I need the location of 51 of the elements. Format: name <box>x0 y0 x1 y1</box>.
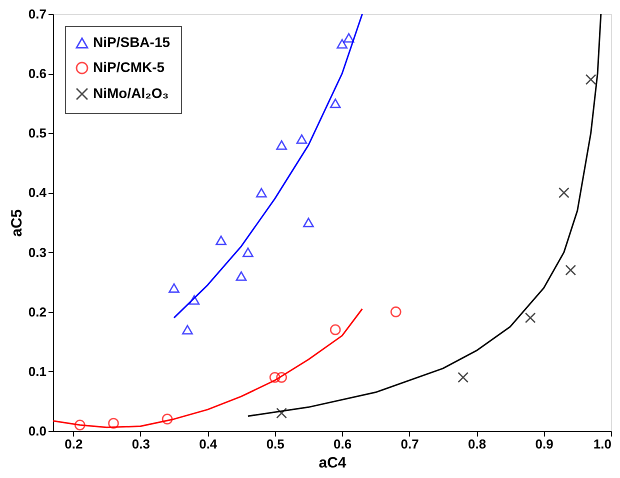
y-tick-label: 0.5 <box>28 126 46 141</box>
point <box>390 306 402 318</box>
y-tick-label: 0.0 <box>28 424 46 438</box>
point <box>330 98 341 108</box>
point <box>524 312 536 324</box>
x-tick-label: 0.9 <box>535 436 554 452</box>
x-tick-label: 0.8 <box>468 436 486 452</box>
point <box>162 414 173 425</box>
point <box>216 236 227 246</box>
x-tick-label: 1.0 <box>593 436 612 452</box>
y-tick-label: 0.1 <box>28 364 46 379</box>
point <box>236 271 247 281</box>
y-axis-title: aC5 <box>8 209 26 237</box>
point <box>343 33 354 43</box>
x-axis-title: aC4 <box>318 454 347 472</box>
point <box>585 74 596 85</box>
line-series <box>173 14 364 319</box>
x-tick-label: 0.7 <box>400 436 419 452</box>
point <box>296 134 308 144</box>
point <box>565 264 576 276</box>
point <box>330 324 341 336</box>
point <box>558 187 570 198</box>
point <box>256 188 267 198</box>
point <box>276 372 288 383</box>
y-tick-label: 0.6 <box>28 66 46 82</box>
x-tick-label: 0.3 <box>132 436 150 452</box>
y-tick-label: 0.2 <box>28 304 46 320</box>
point <box>188 295 200 305</box>
y-tick-label: 0.3 <box>28 244 46 260</box>
point <box>458 372 469 383</box>
legend-label: NiMo/Al₂O₃ <box>93 85 169 101</box>
point <box>242 247 254 258</box>
y-tick-label: 0.7 <box>28 6 46 22</box>
line-series <box>53 308 364 428</box>
point <box>74 420 86 430</box>
x-tick-label: 0.4 <box>199 436 218 452</box>
point <box>168 283 180 293</box>
legend-label: NiP/SBA-15 <box>93 34 170 50</box>
y-tick-label: 0.4 <box>28 185 48 200</box>
point <box>276 140 288 150</box>
line-series <box>247 14 602 417</box>
point <box>108 418 119 429</box>
x-tick-label: 0.2 <box>64 436 83 452</box>
x-tick-label: 0.6 <box>334 436 352 452</box>
point <box>276 408 288 419</box>
point <box>269 372 280 383</box>
point <box>303 218 314 228</box>
legend-label: NiP/CMK-5 <box>93 59 165 75</box>
x-tick-label: 0.5 <box>266 436 284 452</box>
point <box>336 38 348 49</box>
point <box>182 324 193 335</box>
